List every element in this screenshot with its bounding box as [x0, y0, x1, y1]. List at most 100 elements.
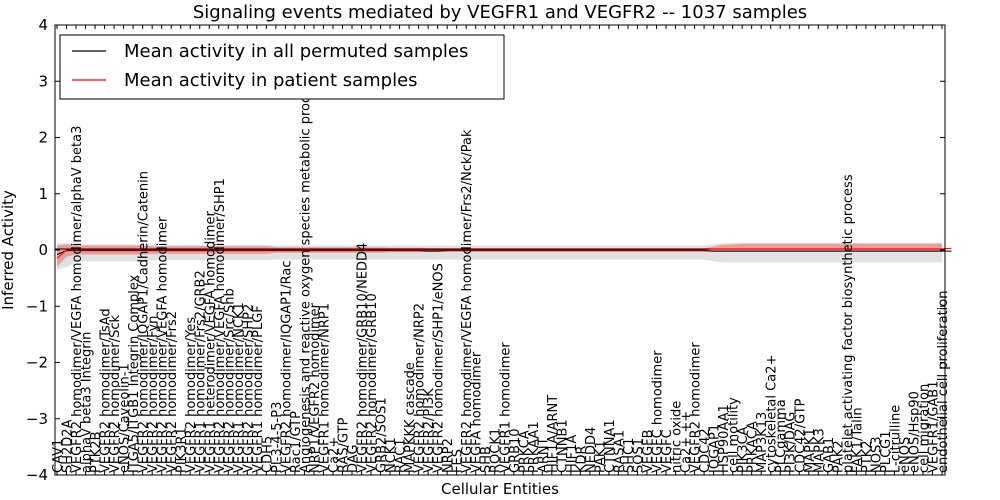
- x-tick-label: NRP1/VEGFR2 homodimer: [308, 302, 323, 473]
- y-tick-label: −3: [26, 410, 48, 428]
- series-line-patient: [56, 247, 952, 259]
- x-tick-label: VEGFR2 homodimer/IQGAP1/Rac: [279, 260, 294, 473]
- x-tick-label: eNOS: [898, 437, 913, 473]
- x-tick-label: VEGFR2 homodimer/SHP2: [241, 304, 256, 473]
- x-tick-label: VEGFR2 homodimer/Sck: [108, 314, 123, 473]
- x-tick-label: PAK1: [593, 440, 608, 473]
- x-tick-label: Angiogenesis and reactive oxygen species…: [298, 74, 313, 473]
- x-tick-label: VEGFR2/PI3K: [422, 388, 437, 473]
- x-tick-label: NOS3: [869, 437, 884, 473]
- series-line-permuted: [56, 250, 952, 255]
- legend: Mean activity in all permuted samples Me…: [59, 34, 505, 100]
- x-tick-label: Rac1/GTP: [289, 411, 304, 473]
- x-tick-label: KDR: [574, 445, 589, 473]
- x-tick-label: PAK2: [831, 440, 846, 473]
- x-tick-label: MAPKKK cascade: [403, 362, 418, 473]
- x-tick-label: PI-3-4-5-P3: [270, 402, 285, 473]
- x-tick-label: VEGFR1/GAB1: [927, 381, 942, 474]
- x-tick-label: L-citrulline: [888, 405, 903, 473]
- series-lines: [56, 247, 952, 259]
- y-axis-label: Inferred Activity: [0, 190, 17, 310]
- x-tick-label: cell migration: [917, 384, 932, 473]
- chart-title: Signaling events mediated by VEGFR1 and …: [193, 2, 807, 23]
- x-tick-label: SOS1: [632, 438, 647, 473]
- x-tick-label: PRKACA: [746, 421, 761, 473]
- x-tick-label: cell motility: [727, 397, 742, 473]
- x-tick-label: NCK1: [384, 437, 399, 473]
- x-tick-label: VEGFR2 homodimer/Fyn: [146, 316, 161, 473]
- x-tick-label: HIF1A/ARNT: [546, 395, 561, 473]
- x-tick-label: VEGFR2 homodimer/VEGFA homodimer/SHP1: [213, 178, 228, 473]
- x-tick-label: VEGFR2 homodimer/VEGFA homodimer/Frs2/Nc…: [460, 129, 475, 473]
- x-tick-label: ITGA5/ITGB1 Integrin Complex: [127, 274, 142, 473]
- x-tick-label: VEGFR1 heterodimer/VEGFA homodimer: [203, 210, 218, 473]
- x-tick-label: HSP90AA1: [717, 404, 732, 473]
- x-tick-label: CTNNA1: [603, 419, 618, 473]
- x-tick-label: GRB2/SOS1: [375, 397, 390, 473]
- y-tick-label: 0: [38, 241, 48, 259]
- x-tick-label: VEGFR2 homodimer/GRB10: [365, 293, 380, 473]
- x-tick-label: PIK3R1: [175, 427, 190, 473]
- x-tick-label: VEGFR2 homodimer/Frs2: [165, 311, 180, 473]
- y-tick-label: −4: [26, 466, 48, 484]
- y-tick-label: 4: [38, 16, 48, 34]
- x-tick-label: SH2D2A: [61, 419, 76, 473]
- x-tick-label: PLCgamma: [774, 399, 789, 473]
- x-tick-label: MAPK1: [803, 428, 818, 473]
- x-tick-label: VEGFC: [660, 429, 675, 473]
- x-tick-label: SHB: [479, 446, 494, 473]
- x-tick-label: endothelial cell proliferation: [936, 291, 951, 474]
- x-tick-label: MAPK3: [812, 428, 827, 473]
- legend-label-permuted: Mean activity in all permuted samples: [124, 41, 468, 62]
- x-tick-label: VEGFR2 homodimer/Yes: [184, 317, 199, 473]
- x-tick-label: VEGFA homodimer: [470, 351, 485, 473]
- legend-box: [59, 34, 505, 100]
- x-tick-label: VEGFR2 homodimer/NRP2: [413, 303, 428, 473]
- x-tick-label: VEGFR1 homodimer/PLGF: [251, 305, 266, 473]
- x-tick-label: VEGFB: [641, 429, 656, 473]
- x-tick-label: nitric oxide: [670, 401, 685, 473]
- x-tick-label: Ca2+ ++: [679, 411, 694, 473]
- x-tick-label: VEGFR1 homodimer/NRP1: [318, 303, 333, 473]
- y-tick-label: −1: [26, 297, 48, 315]
- y-tick-label: −2: [26, 354, 48, 372]
- x-tick-label: PRKCA: [517, 430, 532, 473]
- x-tick-label: VEGFR2 homodimer/GRB10/NEDD4: [356, 243, 371, 473]
- x-tick-label: SHC1: [622, 438, 637, 473]
- x-tick-label: DAG: [346, 444, 361, 473]
- confidence-bands: [57, 242, 942, 270]
- x-tick-label: PLCG1: [879, 430, 894, 473]
- x-tick-label: VEGFR1 homodimer/Frs2/GRB2: [194, 270, 209, 473]
- x-tick-label: CDC42: [698, 428, 713, 473]
- y-tick-label: 2: [38, 129, 48, 147]
- x-tick-label: VEGFR2 homodimer/VEGFA homodimer: [156, 216, 171, 473]
- x-tick-label: eNOS/Hsp90: [908, 391, 923, 473]
- x-tick-label: FES: [451, 449, 466, 473]
- x-tick-label: IQGAP1: [708, 424, 723, 473]
- x-tick-label: platelet activating factor biosynthetic …: [841, 174, 856, 473]
- x-tick-label: VEGFR2 homodimer/TsAd: [99, 308, 114, 473]
- x-tick-label: GAB1: [822, 437, 837, 473]
- x-tick-label: VEGFR2 homodimer/Src/Shb: [222, 288, 237, 473]
- x-tick-label: PIK3CA: [736, 426, 751, 473]
- x-tick-label: GRB10: [508, 428, 523, 473]
- x-tick-label: eNOS/Caveolin-1: [118, 363, 133, 473]
- x-tick-label: VEGFR1 homodimer: [498, 342, 513, 473]
- x-tick-label: FAK1/Talin: [850, 407, 865, 473]
- x-tick-label: PI3K/DAG: [784, 412, 799, 473]
- x-tick-label: VEGFR1 homodimer/NCK1: [232, 302, 247, 473]
- x-tick-label: RAC1: [394, 438, 409, 473]
- y-tick-label: 3: [38, 72, 48, 90]
- x-tick-label: ROCK1: [489, 428, 504, 473]
- x-tick-label: CDC42/GTP: [793, 398, 808, 473]
- x-tick-label: VEGFR2 homodimer/SHP1/eNOS: [432, 263, 447, 473]
- x-tick-label: HIF1A: [565, 435, 580, 473]
- x-tick-label: CDH5: [260, 436, 275, 473]
- x-tick-label: cytoskeletal Ca2+: [765, 355, 780, 473]
- y-ticks: −4 −3 −2 −1 0 1 2 3 4: [26, 16, 945, 484]
- x-tick-label: RAS/GTP: [337, 417, 352, 473]
- x-tick-label: RASA1: [613, 430, 628, 473]
- x-tick-label: ARNT: [536, 437, 551, 473]
